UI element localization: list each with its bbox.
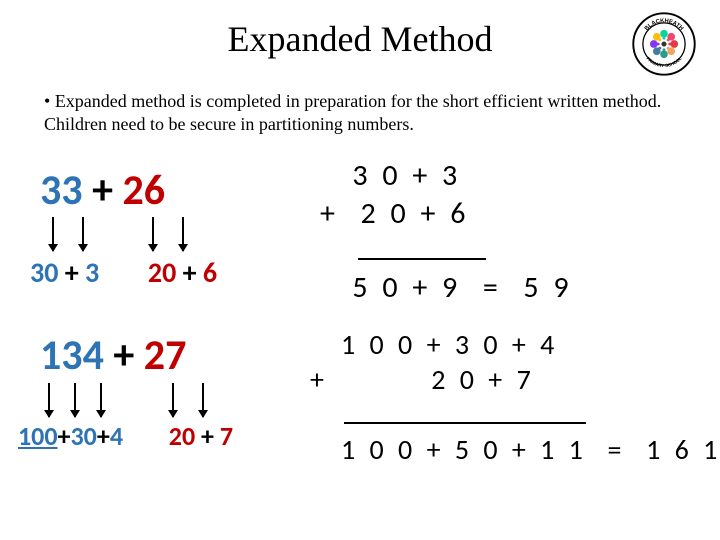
part-20: 20 (148, 255, 176, 290)
school-logo: BLACKHEATH PRIMARY SCHOOL (632, 12, 696, 76)
examples-area: 33 + 26 30 + 3 20 + 6 3 0 + 3 + 2 0 + 6 … (0, 135, 720, 535)
part-20: 20 (169, 420, 195, 452)
plus-sign: + (92, 165, 113, 216)
arrow-icon (202, 383, 204, 417)
calc-row: + 2 0 + 7 (310, 362, 720, 397)
underline-rule (358, 258, 486, 260)
arrow-icon (48, 383, 50, 417)
operand-27: 27 (144, 330, 187, 381)
arrow-icon (52, 217, 54, 251)
plus-sign: + (183, 255, 203, 290)
part-3: 3 (85, 255, 99, 290)
part-4: 4 (110, 420, 123, 452)
example2-column-calc: 1 0 0 + 3 0 + 4 + 2 0 + 7 1 0 0 + 5 0 + … (310, 327, 720, 467)
operand-26: 26 (123, 165, 166, 216)
part-6: 6 (203, 255, 217, 290)
plus-sign: + (58, 420, 71, 452)
description-bullet: Expanded method is completed in preparat… (0, 60, 720, 135)
arrow-icon (82, 217, 84, 251)
plus-sign: + (97, 420, 110, 452)
example2-expression: 134 + 27 (40, 330, 186, 381)
plus-sign: + (113, 330, 134, 381)
arrow-icon (182, 217, 184, 251)
example1-expression: 33 + 26 (40, 165, 165, 216)
example2-partition: 100+30+4 20 + 7 (18, 420, 233, 452)
operand-134: 134 (40, 330, 104, 381)
arrow-icon (172, 383, 174, 417)
arrow-icon (74, 383, 76, 417)
calc-row: 1 0 0 + 3 0 + 4 (310, 327, 720, 362)
page-title: Expanded Method (0, 0, 720, 60)
part-100: 100 (18, 420, 58, 452)
plus-sign: + (201, 420, 220, 452)
example1-partition: 30 + 3 20 + 6 (30, 255, 217, 290)
example1-column-calc: 3 0 + 3 + 2 0 + 6 5 0 + 9 = 5 9 (320, 157, 573, 307)
operand-33: 33 (40, 165, 83, 216)
calc-row: + 2 0 + 6 (320, 195, 573, 233)
calc-row: 3 0 + 3 (320, 157, 573, 195)
part-30: 30 (30, 255, 58, 290)
part-7: 7 (220, 420, 233, 452)
arrow-icon (152, 217, 154, 251)
calc-result: 5 0 + 9 = 5 9 (320, 269, 573, 307)
plus-sign: + (65, 255, 85, 290)
underline-rule (344, 422, 586, 424)
arrow-icon (100, 383, 102, 417)
calc-result: 1 0 0 + 5 0 + 1 1 = 1 6 1 (310, 432, 720, 467)
part-30: 30 (71, 420, 97, 452)
